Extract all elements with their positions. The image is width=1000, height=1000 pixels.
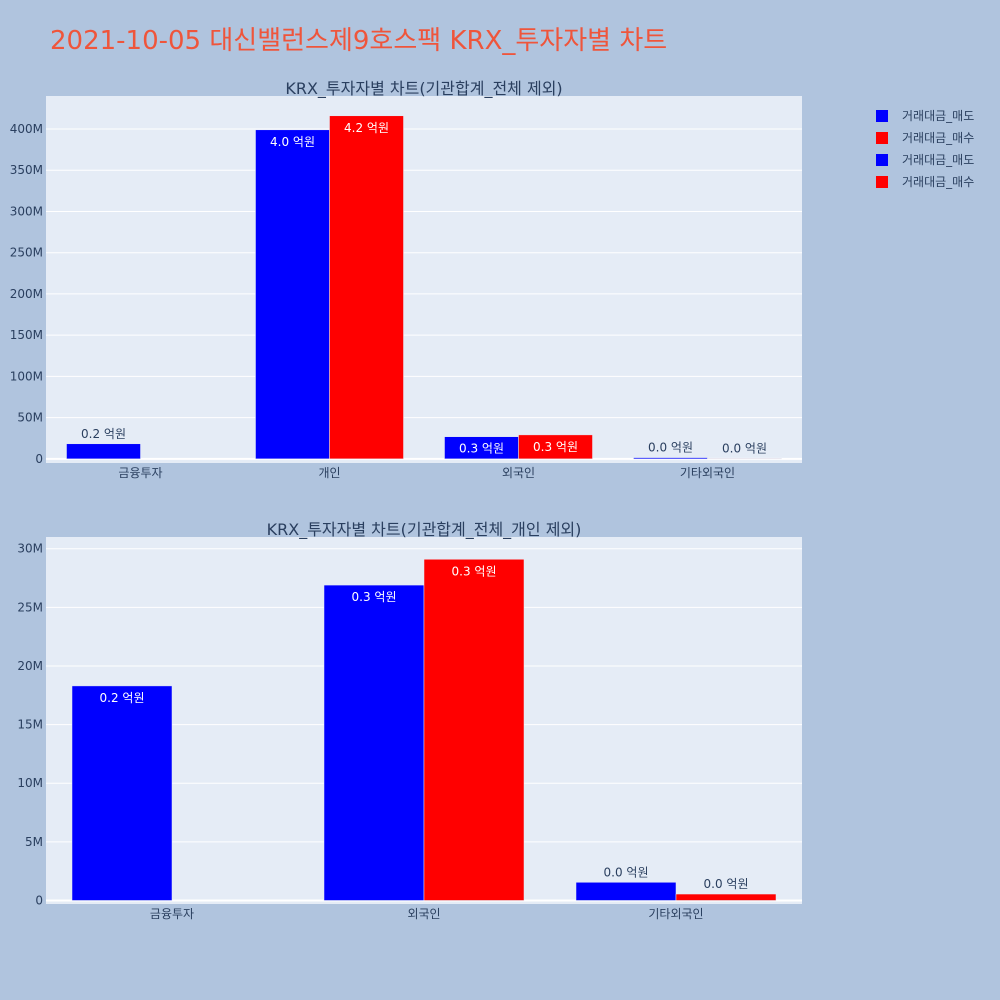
- x-tick-label: 기타외국인: [648, 907, 703, 921]
- bar-data-label: 0.2 억원: [100, 691, 145, 705]
- bar-buy[interactable]: [518, 434, 593, 460]
- page-title: 2021-10-05 대신밸런스제9호스팩 KRX_투자자별 차트: [50, 26, 667, 56]
- y-tick-label: 350M: [10, 163, 43, 177]
- x-tick-label: 외국인: [407, 907, 440, 921]
- y-tick-label: 200M: [10, 287, 43, 301]
- y-tick-label: 250M: [10, 246, 43, 260]
- bar-data-label: 4.0 억원: [270, 135, 315, 149]
- bar-data-label: 4.2 억원: [344, 121, 389, 135]
- x-tick-label: 개인: [318, 466, 340, 480]
- plot-area: [46, 96, 802, 463]
- y-tick-label: 0: [35, 893, 43, 907]
- chart-top: KRX_투자자별 차트(기관합계_전체 제외) 0 50M 100M 150M 200M 2…: [10, 79, 802, 480]
- y-tick-label: 50M: [17, 411, 43, 425]
- legend-label[interactable]: 거래대금_매도: [902, 109, 974, 123]
- legend-swatch[interactable]: [876, 176, 888, 188]
- y-tick-label: 25M: [17, 600, 43, 614]
- x-tick-label: 금융투자: [118, 466, 162, 480]
- bar-sell[interactable]: [323, 584, 425, 901]
- legend-swatch[interactable]: [876, 110, 888, 122]
- bar-sell[interactable]: [66, 443, 141, 460]
- legend-label[interactable]: 거래대금_매수: [902, 175, 974, 189]
- bar-data-label: 0.0 억원: [722, 441, 767, 455]
- legend-swatch[interactable]: [876, 154, 888, 166]
- chart-title: KRX_투자자별 차트(기관합계_전체_개인 제외): [267, 520, 582, 540]
- bar-data-label: 0.3 억원: [352, 590, 397, 604]
- x-tick-label: 외국인: [502, 466, 535, 480]
- y-tick-label: 30M: [17, 542, 43, 556]
- chart-bottom: KRX_투자자별 차트(기관합계_전체_개인 제외) 0 5M 10M 15M 20M 25…: [17, 520, 802, 921]
- bar-sell[interactable]: [71, 685, 173, 901]
- bar-buy[interactable]: [423, 559, 525, 901]
- y-tick-label: 10M: [17, 776, 43, 790]
- y-tick-label: 400M: [10, 122, 43, 136]
- legend-label[interactable]: 거래대금_매수: [902, 131, 974, 145]
- bar-data-label: 0.2 억원: [81, 427, 126, 441]
- bar-buy[interactable]: [329, 115, 404, 460]
- chart-title: KRX_투자자별 차트(기관합계_전체 제외): [285, 79, 562, 99]
- bar-sell[interactable]: [255, 129, 330, 460]
- bar-sell[interactable]: [633, 457, 708, 460]
- bar-data-label: 0.3 억원: [452, 564, 497, 578]
- x-tick-label: 기타외국인: [680, 466, 735, 480]
- legend-swatch[interactable]: [876, 132, 888, 144]
- bar-buy[interactable]: [675, 893, 777, 901]
- bar-data-label: 0.0 억원: [704, 877, 749, 891]
- bar-data-label: 0.3 억원: [459, 442, 504, 456]
- bar-data-label: 0.0 억원: [648, 441, 693, 455]
- y-tick-label: 100M: [10, 369, 43, 383]
- y-tick-label: 20M: [17, 659, 43, 673]
- y-tick-label: 0: [35, 452, 43, 466]
- y-tick-label: 150M: [10, 328, 43, 342]
- y-tick-label: 300M: [10, 204, 43, 218]
- bar-data-label: 0.0 억원: [604, 865, 649, 879]
- legend-label[interactable]: 거래대금_매도: [902, 153, 974, 167]
- y-tick-label: 15M: [17, 718, 43, 732]
- bar-data-label: 0.3 억원: [533, 440, 578, 454]
- y-tick-label: 5M: [25, 835, 43, 849]
- x-tick-label: 금융투자: [150, 907, 194, 921]
- bar-sell[interactable]: [575, 882, 677, 901]
